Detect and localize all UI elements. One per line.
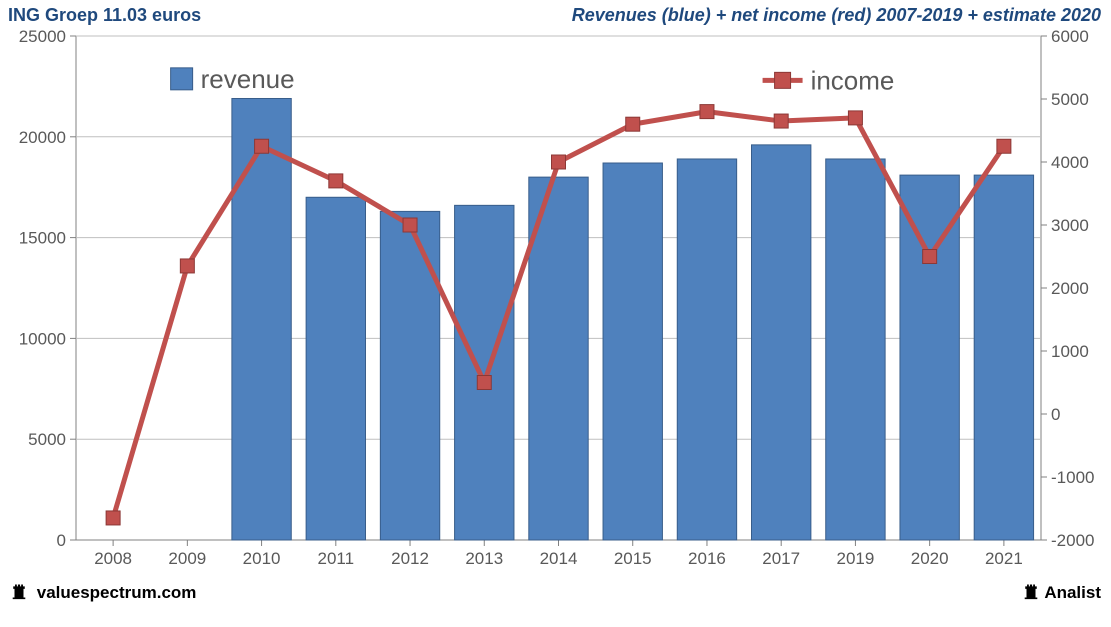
legend-income-marker xyxy=(775,72,791,88)
rook-icon xyxy=(10,582,28,605)
income-marker xyxy=(848,111,862,125)
dual-axis-chart: 0 5000 10000 15000 20000 25000 -2000 -1000 0 1000… xyxy=(6,28,1105,576)
y-left-tick-label: 15000 xyxy=(19,229,66,248)
revenue-bar xyxy=(306,197,365,540)
y-right-tick-label: 5000 xyxy=(1051,90,1089,109)
revenue-bar xyxy=(752,145,811,540)
title-left: ING Groep 11.03 euros xyxy=(8,5,201,26)
y-left-tick-label: 25000 xyxy=(19,28,66,46)
income-marker xyxy=(180,259,194,273)
x-tick-label: 2010 xyxy=(243,549,281,568)
legend-revenue-label: revenue xyxy=(201,64,295,94)
footer: valuespectrum.com Analist xyxy=(0,581,1111,605)
footer-right-text: Analist xyxy=(1044,583,1101,602)
x-tick-label: 2017 xyxy=(762,549,800,568)
y-right-tick-label: 6000 xyxy=(1051,28,1089,46)
legend-income-label: income xyxy=(811,65,895,95)
x-tick-label: 2020 xyxy=(911,549,949,568)
revenue-bar xyxy=(380,211,439,540)
income-marker xyxy=(997,139,1011,153)
x-tick-label: 2016 xyxy=(688,549,726,568)
footer-left-text: valuespectrum.com xyxy=(37,583,197,602)
income-marker xyxy=(774,114,788,128)
income-marker xyxy=(477,376,491,390)
y-right-tick-label: 0 xyxy=(1051,405,1060,424)
title-right: Revenues (blue) + net income (red) 2007-… xyxy=(572,5,1101,26)
x-tick-label: 2008 xyxy=(94,549,132,568)
revenue-bar xyxy=(603,163,662,540)
income-marker xyxy=(700,105,714,119)
y-left-tick-label: 10000 xyxy=(19,329,66,348)
y-right-tick-label: -2000 xyxy=(1051,531,1094,550)
x-tick-label: 2012 xyxy=(391,549,429,568)
rook-icon xyxy=(1022,582,1040,605)
y-right-tick-label: 1000 xyxy=(1051,342,1089,361)
income-marker xyxy=(923,250,937,264)
revenue-bar xyxy=(677,159,736,540)
income-marker xyxy=(255,139,269,153)
footer-right: Analist xyxy=(1022,582,1101,605)
y-right-tick-label: 2000 xyxy=(1051,279,1089,298)
y-right-tick-label: 3000 xyxy=(1051,216,1089,235)
y-left-tick-label: 20000 xyxy=(19,128,66,147)
revenue-bar xyxy=(232,98,291,540)
y-left-tick-label: 5000 xyxy=(28,430,66,449)
y-left-tick-label: 0 xyxy=(57,531,66,550)
x-tick-label: 2015 xyxy=(614,549,652,568)
income-marker xyxy=(403,218,417,232)
footer-left: valuespectrum.com xyxy=(10,582,196,605)
x-tick-label: 2011 xyxy=(318,549,355,568)
revenue-bar xyxy=(455,205,514,540)
y-right-tick-label: -1000 xyxy=(1051,468,1094,487)
x-tick-label: 2019 xyxy=(837,549,875,568)
x-tick-label: 2013 xyxy=(465,549,503,568)
income-marker xyxy=(106,511,120,525)
header: ING Groep 11.03 euros Revenues (blue) + … xyxy=(0,0,1111,28)
income-marker xyxy=(626,117,640,131)
legend-revenue-swatch xyxy=(171,68,193,90)
x-tick-label: 2021 xyxy=(985,549,1023,568)
revenue-bar xyxy=(826,159,885,540)
y-right-tick-label: 4000 xyxy=(1051,153,1089,172)
income-marker xyxy=(552,155,566,169)
revenue-bar xyxy=(974,175,1033,540)
income-marker xyxy=(329,174,343,188)
x-tick-label: 2014 xyxy=(540,549,578,568)
chart-plot: 0 5000 10000 15000 20000 25000 -2000 -1000 0 1000… xyxy=(6,28,1105,581)
chart-card: ING Groep 11.03 euros Revenues (blue) + … xyxy=(0,0,1111,627)
x-tick-label: 2009 xyxy=(168,549,206,568)
